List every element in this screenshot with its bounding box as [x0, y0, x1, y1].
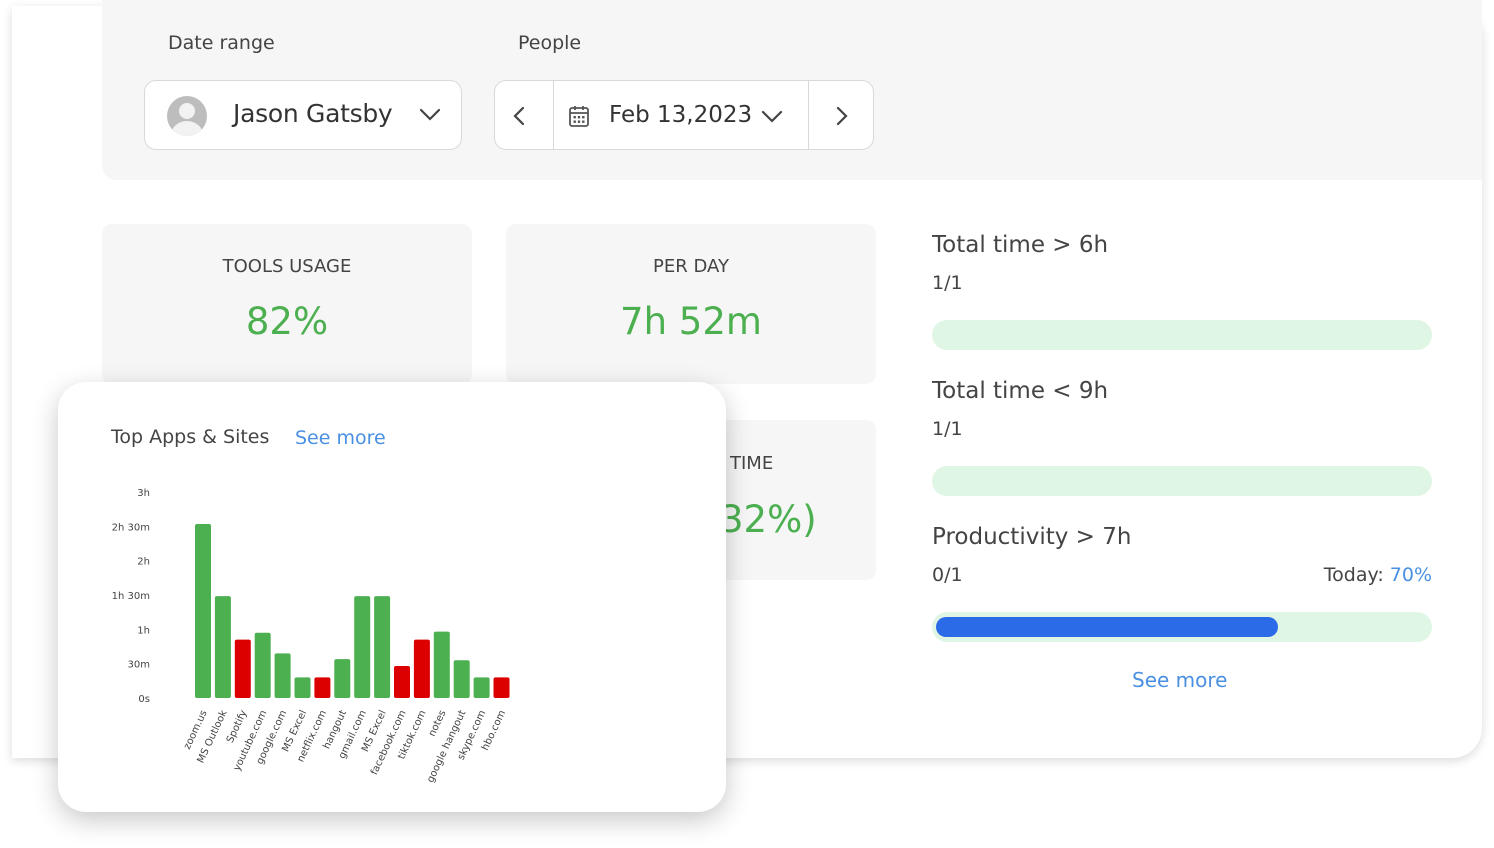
bar[interactable]: [473, 677, 490, 698]
avatar: [167, 96, 207, 136]
apps-card-title: Top Apps & Sites: [111, 426, 270, 448]
goal-count: 0/1: [932, 564, 963, 586]
per-day-value: 7h 52m: [620, 300, 762, 343]
today-value: 70%: [1389, 564, 1432, 586]
bar[interactable]: [294, 677, 311, 698]
bar[interactable]: [214, 596, 231, 698]
people-select[interactable]: Jason Gatsby: [144, 80, 462, 150]
bar[interactable]: [413, 639, 430, 698]
y-tick-label: 30m: [128, 660, 150, 671]
bar[interactable]: [274, 653, 291, 698]
productivity-progress-track: [932, 612, 1432, 642]
calendar-icon: [569, 106, 589, 127]
goal-title: Productivity > 7h: [932, 524, 1132, 550]
goal-progress-track: [932, 466, 1432, 496]
per-day-label: PER DAY: [653, 256, 729, 277]
tools-usage-label: TOOLS USAGE: [222, 256, 352, 277]
y-tick-label: 1h 30m: [112, 591, 150, 602]
y-tick-label: 2h: [137, 557, 150, 568]
bar[interactable]: [314, 677, 331, 698]
date-select[interactable]: Feb 13,2023: [553, 81, 809, 149]
date-range-label: Date range: [168, 32, 275, 54]
bar[interactable]: [394, 665, 410, 698]
productivity-progress-fill: [936, 617, 1278, 637]
chevron-right-icon: [836, 106, 848, 126]
partial-stat-value: 32%): [720, 498, 817, 541]
people-label: People: [518, 32, 582, 54]
chevron-down-icon: [761, 110, 783, 123]
see-more-link[interactable]: See more: [1132, 668, 1228, 692]
goal-count: 1/1: [932, 418, 963, 440]
bar[interactable]: [195, 524, 211, 698]
goal-title: Total time < 9h: [932, 378, 1109, 404]
today-progress: Today: 70%: [1324, 564, 1432, 586]
bar[interactable]: [453, 660, 470, 698]
bar[interactable]: [234, 639, 251, 698]
goal-progress-track: [932, 320, 1432, 350]
apps-see-more-link[interactable]: See more: [295, 427, 386, 449]
goal-count: 1/1: [932, 272, 963, 294]
bar[interactable]: [493, 677, 510, 698]
y-tick-label: 0s: [138, 694, 150, 705]
today-label: Today:: [1323, 564, 1384, 586]
y-tick-label: 3h: [137, 488, 150, 499]
goal-title: Total time > 6h: [932, 232, 1109, 258]
bar[interactable]: [374, 596, 391, 698]
partial-stat-label: TIME: [730, 453, 774, 474]
date-picker: Feb 13,2023: [494, 80, 874, 150]
next-date-button[interactable]: [808, 81, 873, 149]
per-day-card: PER DAY 7h 52m: [506, 224, 876, 384]
tools-usage-value: 82%: [245, 300, 329, 343]
previous-date-button[interactable]: [495, 81, 554, 149]
x-tick-label: notes: [427, 709, 449, 739]
chevron-down-icon: [419, 108, 441, 121]
y-tick-label: 2h 30m: [112, 522, 150, 533]
y-tick-label: 1h: [137, 625, 150, 636]
tools-usage-card: TOOLS USAGE 82%: [102, 224, 472, 384]
chevron-left-icon: [513, 106, 525, 126]
bar[interactable]: [354, 596, 371, 698]
top-apps-card: Top Apps & Sites See more 0s 30m 1h 1h 30m 2…: [58, 382, 726, 812]
person-name: Jason Gatsby: [233, 99, 393, 128]
bar[interactable]: [334, 659, 351, 698]
bar[interactable]: [433, 631, 450, 698]
bar[interactable]: [254, 632, 271, 698]
date-value: Feb 13,2023: [609, 102, 753, 128]
